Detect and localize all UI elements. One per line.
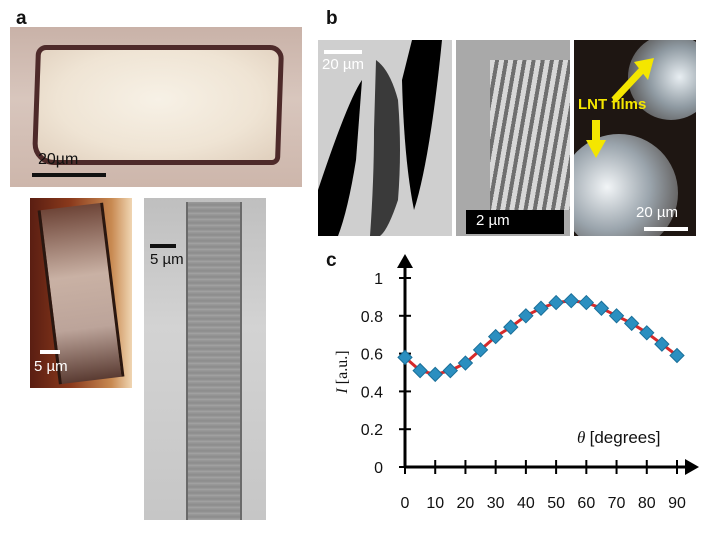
micrograph-a-top: 20µm <box>10 27 302 187</box>
data-point <box>472 342 489 358</box>
scale-bar-b-left <box>324 50 362 54</box>
scale-bar-b-right <box>644 227 688 231</box>
scale-bar-a-sem <box>150 244 176 248</box>
micrograph-a-left: 5 µm <box>30 198 132 388</box>
data-point <box>654 336 670 352</box>
arrow-icon-bottom <box>586 120 606 158</box>
chart-axes <box>397 254 699 475</box>
data-point <box>639 325 655 341</box>
y-tick-label: 0.6 <box>361 347 383 364</box>
x-tick-label: 90 <box>668 495 686 512</box>
micrograph-b-right: LNT films 20 µm <box>574 40 696 236</box>
data-markers <box>397 292 685 383</box>
sem-micrograph-b: 2 µm <box>456 40 570 236</box>
film-disk-top <box>628 40 696 120</box>
x-tick-label: 0 <box>401 495 410 512</box>
film-disk-bottom <box>574 134 678 236</box>
panel-label-c: c <box>326 250 337 271</box>
x-tick-label: 50 <box>547 495 565 512</box>
scale-label-a-sem: 5 µm <box>150 251 184 268</box>
data-point <box>548 294 564 311</box>
needle-silhouettes <box>318 40 442 236</box>
panel-label-a: a <box>16 8 27 29</box>
scale-label-b-mid: 2 µm <box>476 212 510 229</box>
x-tick-label: 40 <box>517 495 535 512</box>
y-tick-label: 0.4 <box>361 384 383 401</box>
x-axis-label: θ [degrees] <box>577 428 661 447</box>
data-point <box>669 347 685 364</box>
panel-label-b: b <box>326 8 338 29</box>
x-tick-label: 60 <box>577 495 595 512</box>
y-tick-label: 0.2 <box>361 422 383 439</box>
data-point <box>503 319 519 335</box>
scale-box-b-mid <box>466 210 564 234</box>
data-point <box>578 294 595 311</box>
data-point <box>623 315 640 332</box>
data-point <box>427 366 443 383</box>
annotation-lnt-films: LNT films <box>578 96 647 113</box>
scale-bar-a-left <box>40 350 60 354</box>
fit-line-group <box>404 299 678 376</box>
sem-strip-a <box>186 202 242 520</box>
data-point <box>442 362 459 379</box>
x-axis-arrow-icon <box>685 459 699 475</box>
scale-label-a-left: 5 µm <box>34 358 68 375</box>
sem-texture-b <box>490 60 570 210</box>
y-tick-label: 0 <box>374 460 383 477</box>
y-axis-arrow-icon <box>397 254 413 268</box>
data-point <box>397 349 413 366</box>
x-tick-label: 20 <box>457 495 475 512</box>
x-tick-label: 70 <box>608 495 626 512</box>
y-tick-label: 1 <box>374 271 383 288</box>
fit-line <box>404 299 678 376</box>
data-point <box>608 308 625 324</box>
data-point <box>487 328 504 345</box>
x-tick-label: 30 <box>487 495 505 512</box>
arrow-icon-top <box>611 58 654 103</box>
data-point <box>533 300 549 316</box>
scale-label-b-right: 20 µm <box>636 204 678 221</box>
scale-bar-a-top <box>32 173 106 177</box>
film-flake-a-top <box>31 45 285 165</box>
data-point <box>412 362 428 379</box>
micrograph-b-left: 20 µm <box>318 40 452 236</box>
x-tick-label: 10 <box>426 495 444 512</box>
arrow-icon-group <box>586 58 654 158</box>
data-point <box>563 292 579 309</box>
sem-micrograph-a: 5 µm <box>144 198 266 520</box>
scale-label-b-left: 20 µm <box>322 56 364 73</box>
chart-labels: 00.20.40.60.810 10 20 30 40 50 60 70 80 90I [a.u.… <box>334 271 686 512</box>
y-tick-label: 0.8 <box>361 309 383 326</box>
y-axis-label: I [a.u.] <box>334 350 351 394</box>
x-tick-label: 80 <box>638 495 656 512</box>
scale-label-a-top: 20µm <box>38 151 79 168</box>
data-point <box>593 300 610 316</box>
data-point <box>457 355 474 371</box>
data-point <box>518 308 534 324</box>
